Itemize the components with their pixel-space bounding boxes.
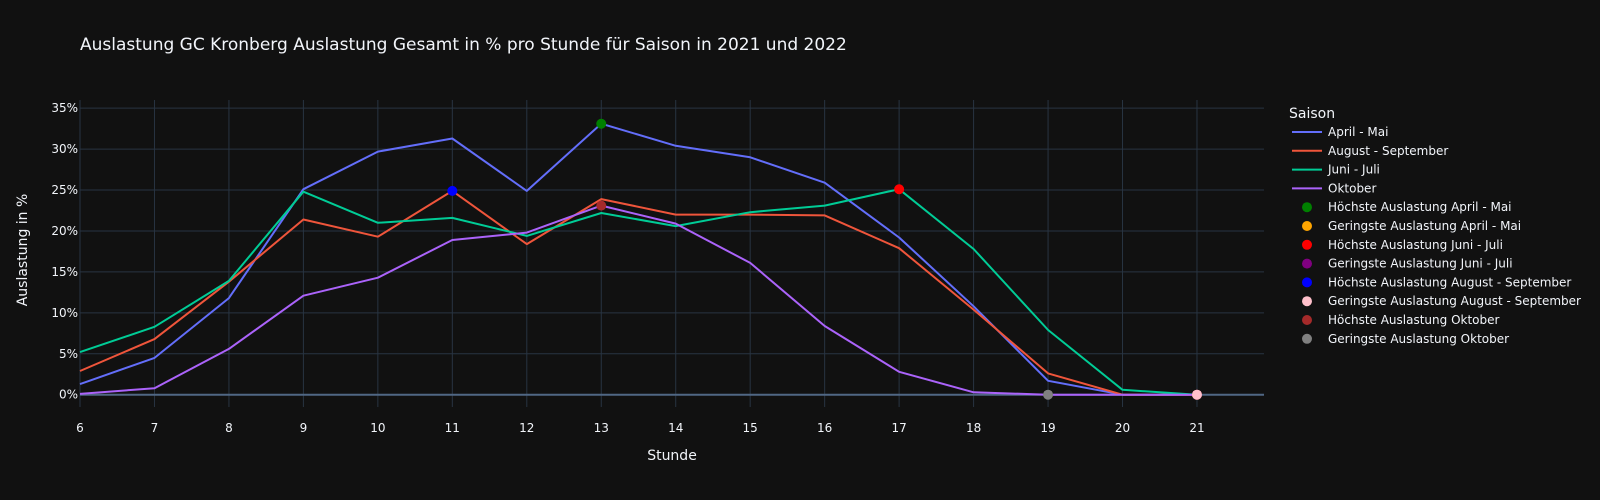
x-axis-title: Stunde [647,448,697,464]
y-tick-label: 20% [51,224,78,238]
legend-label: Höchste Auslastung April - Mai [1328,200,1512,214]
series-line-juni-juli [79,188,1198,396]
legend-swatch [1302,202,1312,213]
y-tick-label: 25% [51,183,78,197]
x-tick-label: 17 [891,421,906,435]
legend-label: Geringste Auslastung August - September [1328,294,1581,308]
marker-point [894,184,905,195]
legend-swatch [1302,258,1312,269]
series-layer [79,122,1198,396]
x-tick-label: 7 [151,421,159,435]
legend: Saison April - Mai August - September Juni… [1289,106,1581,346]
x-tick-label: 8 [225,421,233,435]
legend-label: Geringste Auslastung April - Mai [1328,219,1521,233]
x-tick-label: 16 [817,421,832,435]
series-line-april-mai [79,122,1197,396]
x-tick-label: 13 [594,421,609,435]
marker-layer [447,118,1202,400]
y-tick-label: 0% [59,388,78,402]
legend-swatch [1302,333,1312,344]
legend-label: Juni - Juli [1327,163,1380,177]
legend-swatch [1302,221,1312,231]
legend-label: Höchste Auslastung August - September [1328,275,1571,289]
legend-label: Geringste Auslastung Oktober [1328,332,1509,346]
series-line-august-september [79,189,1197,396]
legend-swatch [1302,239,1312,250]
marker-point [1043,389,1054,400]
y-tick-label: 10% [51,306,78,320]
legend-label: Höchste Auslastung Oktober [1328,313,1500,327]
y-tick-label: 15% [51,265,78,279]
y-axis-title: Auslastung in % [15,194,31,307]
y-tick-label: 5% [59,347,78,361]
legend-label: April - Mai [1328,125,1388,139]
x-tick-label: 20 [1115,421,1130,435]
x-tick-label: 21 [1189,421,1204,435]
legend-label: Oktober [1328,181,1376,195]
legend-label: Höchste Auslastung Juni - Juli [1328,238,1503,252]
legend-swatch [1302,296,1312,307]
x-tick-label: 10 [370,421,385,435]
chart-title: Auslastung GC Kronberg Auslastung Gesamt… [80,35,847,55]
x-tick-label: 6 [76,421,84,435]
grid-layer [79,100,1264,407]
legend-label: Geringste Auslastung Juni - Juli [1328,257,1513,271]
marker-point [596,200,607,211]
y-tick-label: 30% [51,142,78,156]
y-tick-label: 35% [51,101,78,115]
x-tick-label: 18 [966,421,981,435]
marker-point [1191,389,1202,400]
x-tick-label: 11 [445,421,460,435]
legend-title: Saison [1289,106,1335,122]
x-tick-label: 12 [519,421,534,435]
legend-swatch [1302,315,1312,325]
tick-layer: 6 7 8 9 10 11 12 13 14 15 16 17 18 19 20 21 0% 5% 10% 15% 20… [51,101,1204,435]
x-tick-label: 19 [1040,421,1055,435]
legend-swatch [1302,277,1312,288]
series-line-oktober [79,204,1197,396]
marker-point [447,185,458,196]
legend-label: August - September [1328,144,1448,158]
x-tick-label: 9 [300,421,308,435]
marker-point [596,118,607,129]
x-tick-label: 14 [668,421,683,435]
x-tick-label: 15 [743,421,758,435]
